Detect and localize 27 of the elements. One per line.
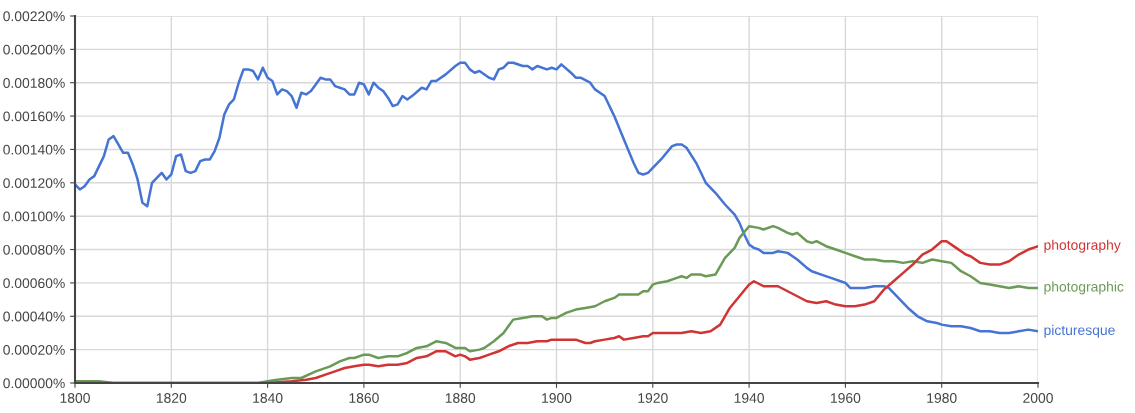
x-tick-label: 1900: [542, 393, 572, 403]
y-tick-label: 0.00200%: [3, 44, 65, 55]
x-tick-label: 1820: [156, 393, 187, 403]
y-tick-label: 0.00180%: [3, 78, 65, 88]
x-tick-label: 1940: [734, 393, 765, 403]
y-tick-label: 0.00220%: [3, 11, 65, 22]
series-label: picturesque: [1044, 324, 1115, 338]
x-tick-label: 1860: [349, 393, 379, 403]
y-tick-label: 0.00000%: [3, 378, 65, 389]
x-tick-label: 1960: [831, 393, 861, 403]
y-tick-label: 0.00060%: [3, 278, 65, 289]
y-tick-label: 0.00020%: [3, 344, 65, 355]
x-tick-label: 1800: [60, 393, 90, 403]
y-tick-label: 0.00100%: [3, 211, 65, 222]
series-label: photographic: [1044, 281, 1124, 295]
line-series: [75, 61, 1038, 335]
x-tick-label: 2000: [1023, 393, 1053, 403]
y-tick-label: 0.00120%: [3, 178, 65, 188]
x-tick-label: 1840: [253, 393, 283, 403]
x-tick-label: 1920: [638, 393, 668, 403]
series-label: photography: [1044, 239, 1121, 253]
x-tick-label: 1980: [927, 393, 957, 403]
y-tick-label: 0.00040%: [3, 311, 65, 322]
y-tick-label: 0.00080%: [3, 244, 65, 255]
y-tick-label: 0.00140%: [3, 144, 65, 155]
y-tick-label: 0.00160%: [3, 111, 65, 122]
x-tick-label: 1880: [445, 393, 476, 403]
